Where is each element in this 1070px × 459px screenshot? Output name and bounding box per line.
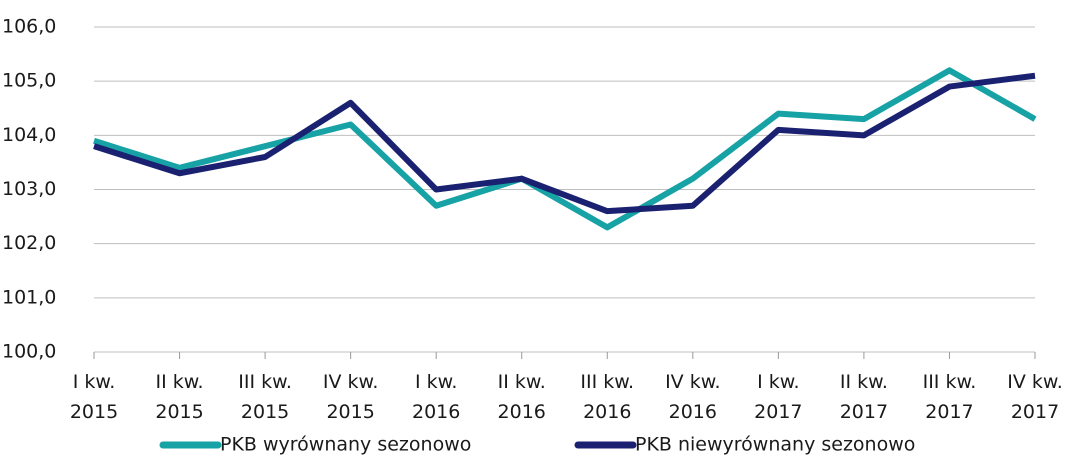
x-tick-line: 2016: [498, 401, 546, 423]
x-tick-line: 2017: [1011, 401, 1059, 423]
x-tick-line: 2015: [70, 401, 118, 423]
x-tick-line: III kw.: [580, 371, 634, 393]
x-tick-line: II kw.: [840, 371, 888, 393]
legend-label: PKB wyrównany sezonowo: [220, 434, 471, 456]
x-tick-line: 2015: [155, 401, 203, 423]
x-tick-label: IV kw. 2017: [1007, 371, 1062, 423]
y-tick-label: 105,0: [2, 70, 56, 92]
x-tick-line: IV kw.: [1007, 371, 1062, 393]
x-tick-line: 2015: [326, 401, 374, 423]
x-tick-line: 2017: [754, 401, 802, 423]
x-tick-label: IV kw. 2016: [665, 371, 720, 423]
x-tick-line: I kw.: [415, 371, 457, 393]
series-line: [93, 72, 1036, 215]
x-tick-line: I kw.: [73, 371, 115, 393]
x-tick-line: I kw.: [757, 371, 799, 393]
x-tick-line: III kw.: [238, 371, 292, 393]
x-tick-label: II kw. 2015: [155, 371, 203, 423]
x-tick-label: I kw. 2015: [70, 371, 118, 423]
x-tick-label: IV kw. 2015: [323, 371, 378, 423]
x-tick-label: III kw. 2015: [238, 371, 292, 423]
x-tick-line: 2016: [669, 401, 717, 423]
x-tick-line: 2017: [840, 401, 888, 423]
y-tick-label: 104,0: [2, 124, 56, 146]
x-tick-label: I kw. 2016: [412, 371, 460, 423]
y-tick-label: 103,0: [2, 178, 56, 200]
x-tick-label: II kw. 2017: [840, 371, 888, 423]
legend-label: PKB niewyrównany sezonowo: [635, 434, 915, 456]
x-tick-line: 2017: [925, 401, 973, 423]
x-tick-line: 2016: [583, 401, 631, 423]
x-tick-label: II kw. 2016: [498, 371, 546, 423]
x-tick-line: III kw.: [923, 371, 977, 393]
x-tick-label: I kw. 2017: [754, 371, 802, 423]
y-tick-label: 106,0: [2, 16, 56, 38]
y-tick-label: 101,0: [2, 286, 56, 308]
x-tick-label: III kw. 2017: [923, 371, 977, 423]
x-tick-line: II kw.: [155, 371, 203, 393]
x-tick-line: IV kw.: [665, 371, 720, 393]
x-tick-line: 2016: [412, 401, 460, 423]
series-line: [93, 67, 1037, 231]
y-tick-label: 102,0: [2, 232, 56, 254]
x-tick-line: 2015: [241, 401, 289, 423]
x-tick-label: III kw. 2016: [580, 371, 634, 423]
x-tick-line: IV kw.: [323, 371, 378, 393]
y-tick-label: 100,0: [2, 341, 56, 363]
x-tick-line: II kw.: [498, 371, 546, 393]
